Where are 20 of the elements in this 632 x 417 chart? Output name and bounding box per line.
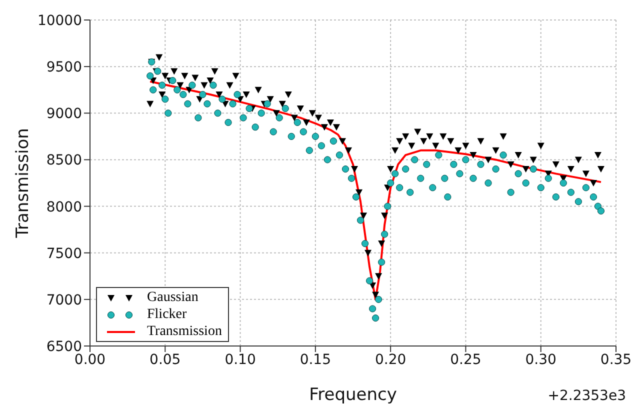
y-tick-label: 8000 (46, 199, 82, 216)
x-axis-title: Frequency (309, 385, 397, 405)
x-tick-label: 0.15 (300, 352, 332, 368)
legend-label: Transmission (147, 323, 222, 340)
x-tick-label: 0.10 (224, 352, 256, 368)
y-tick-label: 8500 (46, 152, 82, 169)
x-tick-label: 0.25 (450, 352, 482, 368)
y-tick-label: 7000 (46, 292, 82, 308)
text: +2.2353e3 (548, 388, 626, 404)
x-tick-label: 0.35 (600, 352, 632, 368)
x-tick-label: 0.20 (374, 352, 406, 368)
legend-label: Gaussian (147, 289, 198, 306)
y-tick-label: 7500 (46, 246, 82, 262)
x-tick-label: 0.30 (525, 352, 556, 368)
x-tick-label: 0.05 (150, 352, 181, 368)
y-axis-title: Transmission (13, 128, 34, 239)
y-tick-label: 9000 (46, 106, 82, 122)
y-tick-label: 10000 (37, 12, 82, 29)
y-tick-label: 9500 (46, 60, 82, 76)
legend-label: Flicker (147, 306, 187, 323)
